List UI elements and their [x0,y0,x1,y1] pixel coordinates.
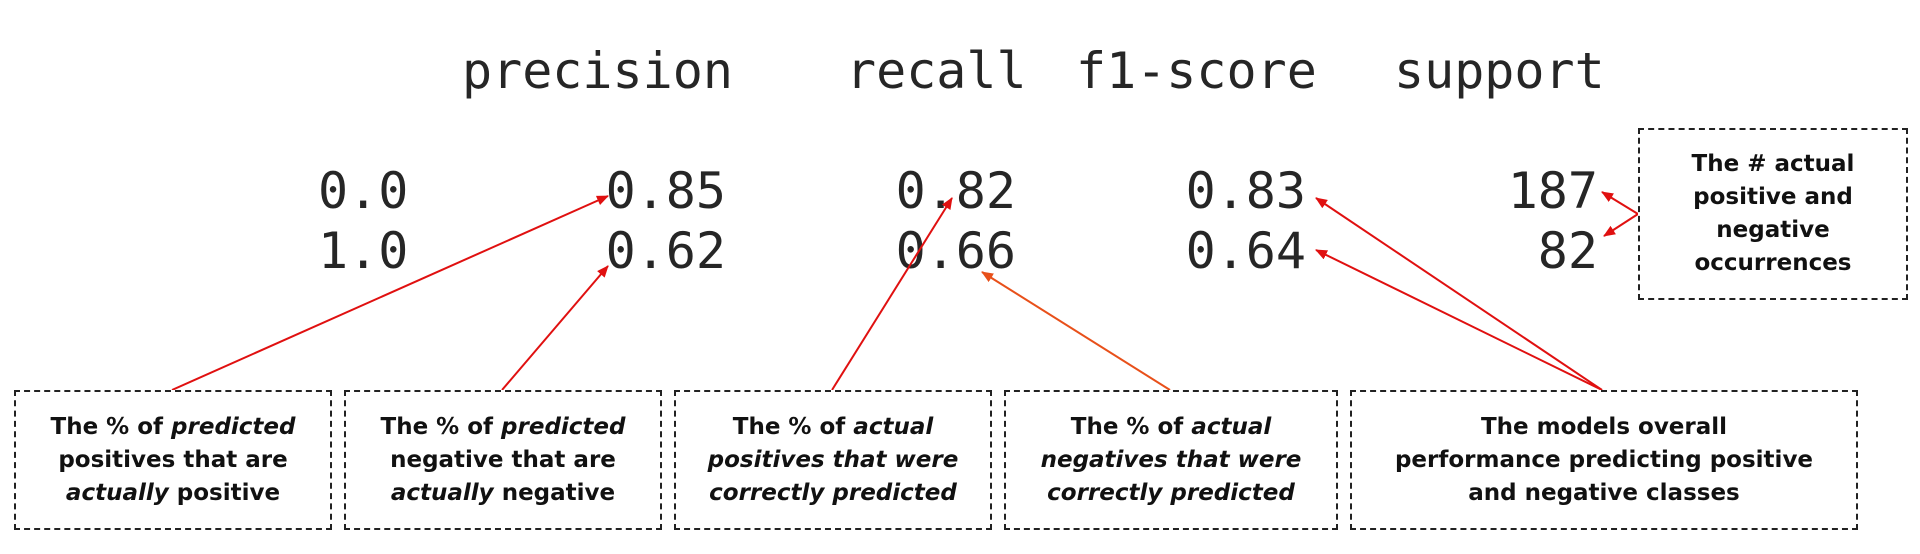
support-note-box: The # actual positive and negative occur… [1638,128,1908,300]
arrow-recall-neg [981,271,1171,391]
support-note-line-2: positive and [1693,184,1853,210]
row-label-0: 0.0 [318,162,409,220]
pn-text-d: actually [390,479,494,506]
recall-negative-note-box: The % of actual negatives that were corr… [1004,390,1338,530]
arrow-f1-1 [1315,249,1603,391]
header-recall: recall [846,42,1027,100]
arrow-recall-pos [831,197,953,391]
rp-text-a: The % of [732,413,854,440]
arrow-support-1 [1603,213,1639,237]
support-0: 187 [1507,162,1598,220]
pn-text-a: The % of [380,413,502,440]
rp-text-b: actual [853,413,934,440]
pn-text-c: negative that are [390,446,616,473]
f1-score-1: 0.64 [1185,222,1306,280]
f1-score-0: 0.83 [1185,162,1306,220]
pp-text-b: predicted [171,413,296,440]
pn-text-e: negative [493,479,616,506]
arrow-precision-neg [501,265,609,391]
precision-positive-note-text: The % of predicted positives that are ac… [51,411,296,510]
rp-text-d: correctly predicted [709,479,957,506]
precision-1: 0.62 [605,222,726,280]
arrow-support-0 [1601,191,1639,215]
recall-1: 0.66 [895,222,1016,280]
f1-score-note-box: The models overall performance predictin… [1350,390,1858,530]
pn-text-b: predicted [501,413,626,440]
f1-score-note-text: The models overall performance predictin… [1395,411,1813,510]
recall-positive-note-box: The % of actual positives that were corr… [674,390,992,530]
f1-note-line-1: The models overall [1480,413,1728,440]
support-note-line-3: negative [1716,217,1830,243]
rp-text-c: positives that were [707,446,959,473]
precision-negative-note-box: The % of predicted negative that are act… [344,390,662,530]
recall-positive-note-text: The % of actual positives that were corr… [708,411,959,510]
f1-note-line-3: and negative classes [1468,479,1740,506]
row-label-1: 1.0 [318,222,409,280]
header-support: support [1394,42,1605,100]
rn-text-a: The % of [1070,413,1192,440]
support-note-line-1: The # actual [1691,151,1855,177]
rn-text-b: actual [1191,413,1272,440]
support-note-text: The # actual positive and negative occur… [1692,148,1855,280]
precision-negative-note-text: The % of predicted negative that are act… [381,411,626,510]
support-note-line-4: occurrences [1694,250,1852,276]
pp-text-d: actually [65,479,169,506]
precision-positive-note-box: The % of predicted positives that are ac… [14,390,332,530]
recall-negative-note-text: The % of actual negatives that were corr… [1041,411,1302,510]
recall-0: 0.82 [895,162,1016,220]
pp-text-a: The % of [50,413,172,440]
rn-text-d: correctly predicted [1047,479,1295,506]
pp-text-e: positive [168,479,281,506]
precision-0: 0.85 [605,162,726,220]
arrow-precision-pos [171,195,609,391]
arrow-f1-0 [1315,197,1603,391]
header-precision: precision [462,42,733,100]
rn-text-c: negatives that were [1040,446,1302,473]
header-f1-score: f1-score [1076,42,1317,100]
support-1: 82 [1537,222,1598,280]
f1-note-line-2: performance predicting positive [1394,446,1814,473]
pp-text-c: positives that are [58,446,288,473]
